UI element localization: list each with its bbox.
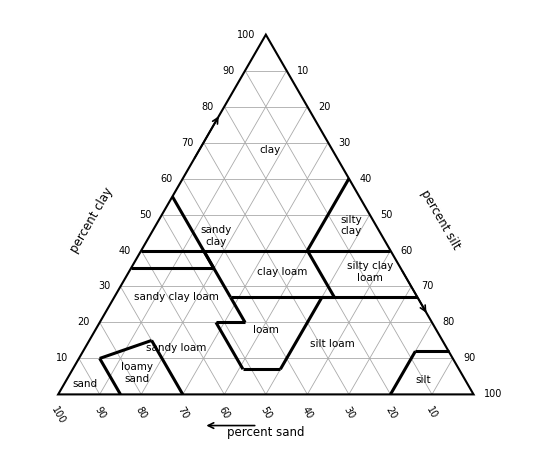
Text: 10: 10 — [56, 353, 69, 364]
Text: 40: 40 — [300, 405, 315, 420]
Text: 80: 80 — [134, 405, 148, 420]
Text: 30: 30 — [98, 281, 110, 291]
Text: 50: 50 — [380, 210, 393, 220]
Text: 50: 50 — [139, 210, 152, 220]
Text: 60: 60 — [401, 246, 413, 256]
Text: percent sand: percent sand — [227, 425, 305, 439]
Text: percent clay: percent clay — [68, 185, 116, 255]
Text: clay loam: clay loam — [257, 267, 308, 277]
Text: 70: 70 — [181, 138, 193, 148]
Text: sandy clay loam: sandy clay loam — [134, 292, 219, 302]
Text: 40: 40 — [359, 173, 372, 183]
Text: 40: 40 — [119, 246, 131, 256]
Text: silt loam: silt loam — [310, 339, 355, 349]
Text: 30: 30 — [339, 138, 351, 148]
Text: 90: 90 — [222, 66, 235, 76]
Text: 60: 60 — [217, 405, 232, 420]
Text: loamy
sand: loamy sand — [121, 362, 153, 384]
Text: 20: 20 — [318, 102, 330, 112]
Text: 20: 20 — [77, 317, 89, 327]
Text: 60: 60 — [160, 173, 172, 183]
Text: 50: 50 — [259, 405, 273, 420]
Text: silt: silt — [416, 375, 431, 385]
Text: sandy
clay: sandy clay — [200, 225, 232, 247]
Text: 90: 90 — [92, 405, 107, 420]
Text: 20: 20 — [383, 405, 398, 420]
Text: clay: clay — [259, 145, 281, 155]
Text: sand: sand — [72, 379, 98, 389]
Text: loam: loam — [253, 325, 279, 335]
Text: 10: 10 — [297, 66, 309, 76]
Text: 100: 100 — [484, 390, 502, 400]
Text: 80: 80 — [442, 317, 455, 327]
Text: 70: 70 — [176, 405, 190, 420]
Text: silty
clay: silty clay — [340, 215, 362, 236]
Text: 70: 70 — [422, 281, 434, 291]
Text: 100: 100 — [237, 30, 255, 39]
Text: sandy loam: sandy loam — [146, 343, 207, 353]
Text: silty clay
loam: silty clay loam — [347, 262, 393, 283]
Text: 90: 90 — [463, 353, 475, 364]
Text: 30: 30 — [341, 405, 356, 420]
Text: 80: 80 — [201, 102, 214, 112]
Text: 10: 10 — [424, 405, 440, 420]
Text: 100: 100 — [49, 405, 67, 426]
Text: percent silt: percent silt — [418, 188, 463, 252]
